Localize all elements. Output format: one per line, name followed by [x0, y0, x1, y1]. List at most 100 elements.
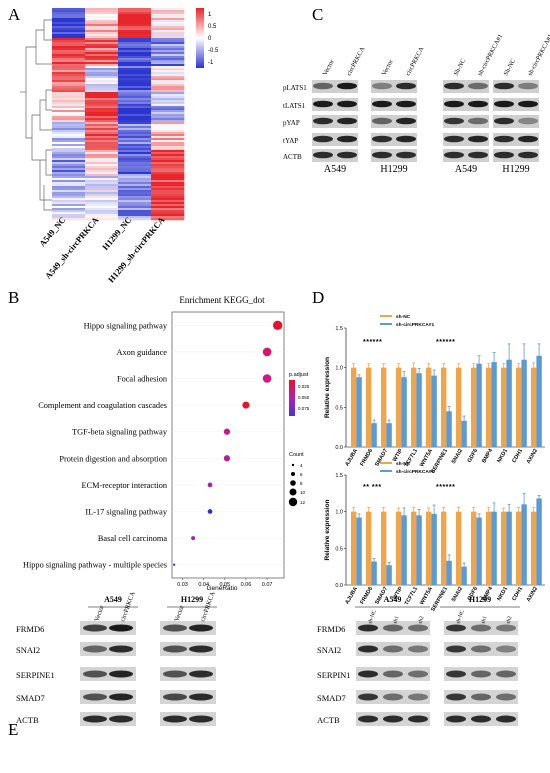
- blot-band: [383, 645, 403, 653]
- x-tick-label: WNT5A: [419, 586, 434, 606]
- heatmap-cell: [151, 152, 185, 155]
- bar: [536, 355, 542, 447]
- blot-e-lane-label: sh-NC: [455, 609, 466, 625]
- count-legend-dot: [290, 480, 296, 486]
- heatmap-cell: [52, 130, 86, 133]
- blot-band: [518, 151, 538, 159]
- blot-band: [496, 715, 516, 723]
- heatmap-cell: [52, 82, 86, 85]
- x-tick-label: FRMD6: [359, 448, 374, 467]
- x-tick-label: SNAI2: [451, 586, 464, 603]
- heatmap-cell: [151, 190, 185, 193]
- blot-c-protein-label: ACTB: [283, 153, 302, 161]
- heatmap-cell: [118, 32, 152, 35]
- heatmap-cell: [151, 136, 185, 139]
- blot-band: [189, 715, 213, 723]
- bar: [351, 511, 357, 585]
- pathway-label: TGF-beta signaling pathway: [72, 428, 168, 437]
- blot-band: [163, 624, 187, 632]
- bar: [351, 367, 357, 447]
- dendrogram-branch: [35, 29, 44, 65]
- heatmap-cell: [52, 62, 86, 65]
- blot-strip: [80, 690, 136, 704]
- heatmap: [52, 8, 185, 221]
- heatmap-cell: [85, 158, 119, 161]
- blot-band: [444, 117, 464, 125]
- heatmap-cell: [118, 130, 152, 133]
- bar: [371, 423, 377, 447]
- heatmap-cell: [85, 214, 119, 217]
- heatmap-cell: [52, 112, 86, 115]
- heatmap-cell: [118, 38, 152, 41]
- enrichment-dot: [207, 482, 213, 488]
- heatmap-cell: [151, 96, 185, 99]
- heatmap-column-labels: A549_NC A549_sh-circPRKCA H1299_NC H1299…: [37, 214, 167, 284]
- heatmap-cell: [118, 170, 152, 173]
- blot-band: [446, 715, 466, 723]
- heatmap-cell: [85, 86, 119, 89]
- heatmap-cell: [151, 114, 185, 117]
- blot-band: [518, 135, 538, 143]
- heatmap-cell: [52, 132, 86, 135]
- blot-band: [446, 645, 466, 653]
- heatmap-cell: [151, 14, 185, 17]
- blot-band: [446, 693, 466, 701]
- heatmap-cell: [151, 198, 185, 201]
- heatmap-cell: [118, 180, 152, 183]
- dendrogram-branch: [45, 149, 52, 176]
- blot-band: [313, 117, 333, 125]
- blot-band: [109, 693, 133, 701]
- heatmap-cell: [52, 50, 86, 53]
- blot-e-lane-label: Vector: [173, 604, 186, 623]
- heatmap-cell: [52, 24, 86, 27]
- x-tick-label: NKD1: [496, 448, 509, 464]
- x-tick-label: 0.07: [262, 582, 273, 588]
- heatmap-cell: [118, 8, 152, 11]
- bar: [441, 367, 447, 447]
- chart-b-xlabel: GeneRatio: [206, 585, 237, 592]
- dendrogram-branch: [31, 114, 40, 161]
- heatmap-cell: [85, 32, 119, 35]
- blot-band: [396, 82, 416, 90]
- heatmap-cell: [52, 118, 86, 121]
- heatmap-cell: [118, 158, 152, 161]
- heatmap-cell: [118, 10, 152, 13]
- heatmap-cell: [52, 160, 86, 163]
- heatmap-cell: [118, 12, 152, 15]
- heatmap-col-label: H1299_NC: [100, 215, 133, 252]
- heatmap-cell: [52, 92, 86, 95]
- blot-band: [468, 100, 488, 108]
- heatmap-cell: [151, 118, 185, 121]
- bar: [416, 515, 422, 585]
- blot-band: [337, 82, 357, 90]
- heatmap-cell: [151, 8, 185, 11]
- bar-chart-top: 0.0 0.5 1.0 1.5 Relative expression AJUBA FRMD…: [324, 314, 545, 475]
- blot-band: [358, 624, 378, 632]
- heatmap-cell: [52, 36, 86, 39]
- blot-strip: [80, 642, 136, 656]
- heatmap-cell: [52, 108, 86, 111]
- heatmap-cell: [52, 34, 86, 37]
- bar: [471, 367, 477, 447]
- heatmap-cell: [85, 180, 119, 183]
- heatmap-cell: [85, 174, 119, 177]
- blot-e-lane-label: sh1: [392, 615, 400, 624]
- heatmap-cell: [85, 118, 119, 121]
- heatmap-cell: [85, 164, 119, 167]
- heatmap-cell: [151, 162, 185, 165]
- blot-band: [471, 624, 491, 632]
- blot-e-lane-label: sh1: [480, 615, 488, 624]
- blot-e-lane-label: sh2: [505, 615, 513, 624]
- blot-band: [337, 117, 357, 125]
- blot-e-cell-line: A549: [384, 595, 402, 604]
- heatmap-cell: [151, 134, 185, 137]
- pathway-label: Axon guidance: [117, 348, 168, 357]
- heatmap-cell: [118, 206, 152, 209]
- heatmap-cell: [52, 74, 86, 77]
- blot-band: [494, 135, 514, 143]
- heatmap-cell: [85, 198, 119, 201]
- heatmap-cell: [118, 88, 152, 91]
- blot-band: [408, 670, 428, 678]
- heatmap-cell: [118, 22, 152, 25]
- heatmap-cell: [118, 34, 152, 37]
